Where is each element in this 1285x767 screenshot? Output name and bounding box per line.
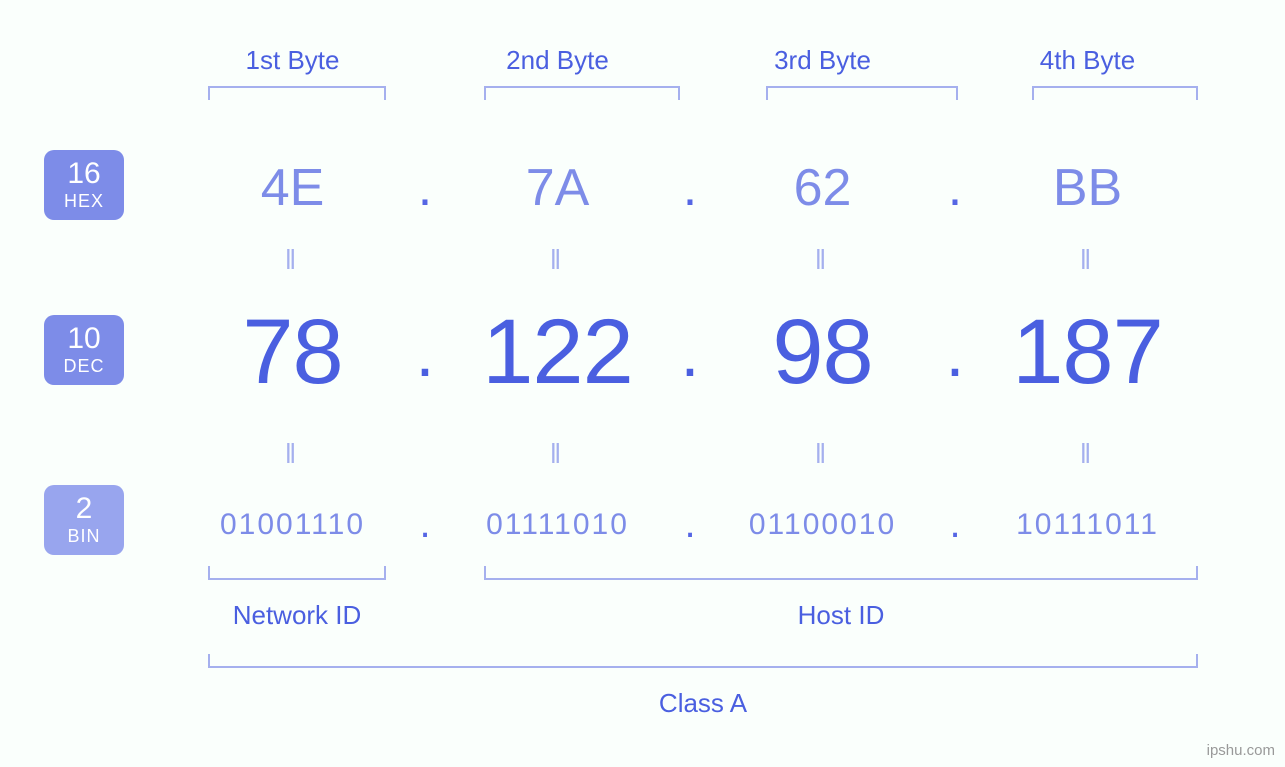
host-id-label: Host ID [484, 600, 1198, 631]
equals-glyph: ǁ [445, 438, 670, 470]
bin-byte-4: 10111011 [975, 508, 1200, 542]
dot: . [935, 158, 975, 218]
bin-row: 01001110 . 01111010 . 01100010 . 1011101… [180, 502, 1200, 547]
bin-badge-num: 2 [44, 493, 124, 525]
byte-bracket-3 [766, 86, 958, 100]
bin-byte-3: 01100010 [710, 508, 935, 542]
dec-byte-3: 98 [710, 300, 935, 405]
class-label: Class A [208, 688, 1198, 719]
bin-badge: 2 BIN [44, 485, 124, 555]
hex-byte-1: 4E [180, 158, 405, 218]
dec-byte-4: 187 [975, 300, 1200, 405]
byte-headers: 1st Byte 2nd Byte 3rd Byte 4th Byte [180, 45, 1200, 76]
equals-glyph: ǁ [445, 244, 670, 276]
hex-badge-label: HEX [44, 192, 124, 211]
bin-byte-2: 01111010 [445, 508, 670, 542]
dec-byte-2: 122 [445, 300, 670, 405]
hex-badge: 16 HEX [44, 150, 124, 220]
equals-glyph: ǁ [180, 438, 405, 470]
class-bracket [208, 654, 1198, 668]
dot: . [670, 502, 710, 547]
byte-bracket-2 [484, 86, 680, 100]
dec-byte-1: 78 [180, 300, 405, 405]
bin-badge-label: BIN [44, 527, 124, 546]
equals-glyph: ǁ [710, 244, 935, 276]
bin-byte-1: 01001110 [180, 508, 405, 542]
dec-row: 78 . 122 . 98 . 187 [180, 300, 1200, 405]
hex-row: 4E . 7A . 62 . BB [180, 158, 1200, 218]
equals-glyph: ǁ [180, 244, 405, 276]
hex-byte-3: 62 [710, 158, 935, 218]
network-id-label: Network ID [208, 600, 386, 631]
equals-row-1: ǁ ǁ ǁ ǁ [180, 244, 1200, 276]
equals-glyph: ǁ [975, 244, 1200, 276]
equals-glyph: ǁ [710, 438, 935, 470]
host-id-bracket [484, 566, 1198, 580]
dot: . [670, 158, 710, 218]
ip-diagram: 1st Byte 2nd Byte 3rd Byte 4th Byte 16 H… [0, 0, 1285, 767]
dec-badge-label: DEC [44, 357, 124, 376]
equals-glyph: ǁ [975, 438, 1200, 470]
byte-header-1: 1st Byte [180, 45, 405, 76]
byte-bracket-1 [208, 86, 386, 100]
dot: . [670, 314, 710, 392]
hex-badge-num: 16 [44, 158, 124, 190]
dot: . [405, 158, 445, 218]
dot: . [405, 314, 445, 392]
byte-bracket-4 [1032, 86, 1198, 100]
byte-header-2: 2nd Byte [445, 45, 670, 76]
dot: . [405, 502, 445, 547]
byte-header-3: 3rd Byte [710, 45, 935, 76]
byte-header-4: 4th Byte [975, 45, 1200, 76]
watermark: ipshu.com [1207, 742, 1275, 759]
network-id-bracket [208, 566, 386, 580]
dec-badge: 10 DEC [44, 315, 124, 385]
equals-row-2: ǁ ǁ ǁ ǁ [180, 438, 1200, 470]
hex-byte-4: BB [975, 158, 1200, 218]
hex-byte-2: 7A [445, 158, 670, 218]
dot: . [935, 314, 975, 392]
dot: . [935, 502, 975, 547]
dec-badge-num: 10 [44, 323, 124, 355]
